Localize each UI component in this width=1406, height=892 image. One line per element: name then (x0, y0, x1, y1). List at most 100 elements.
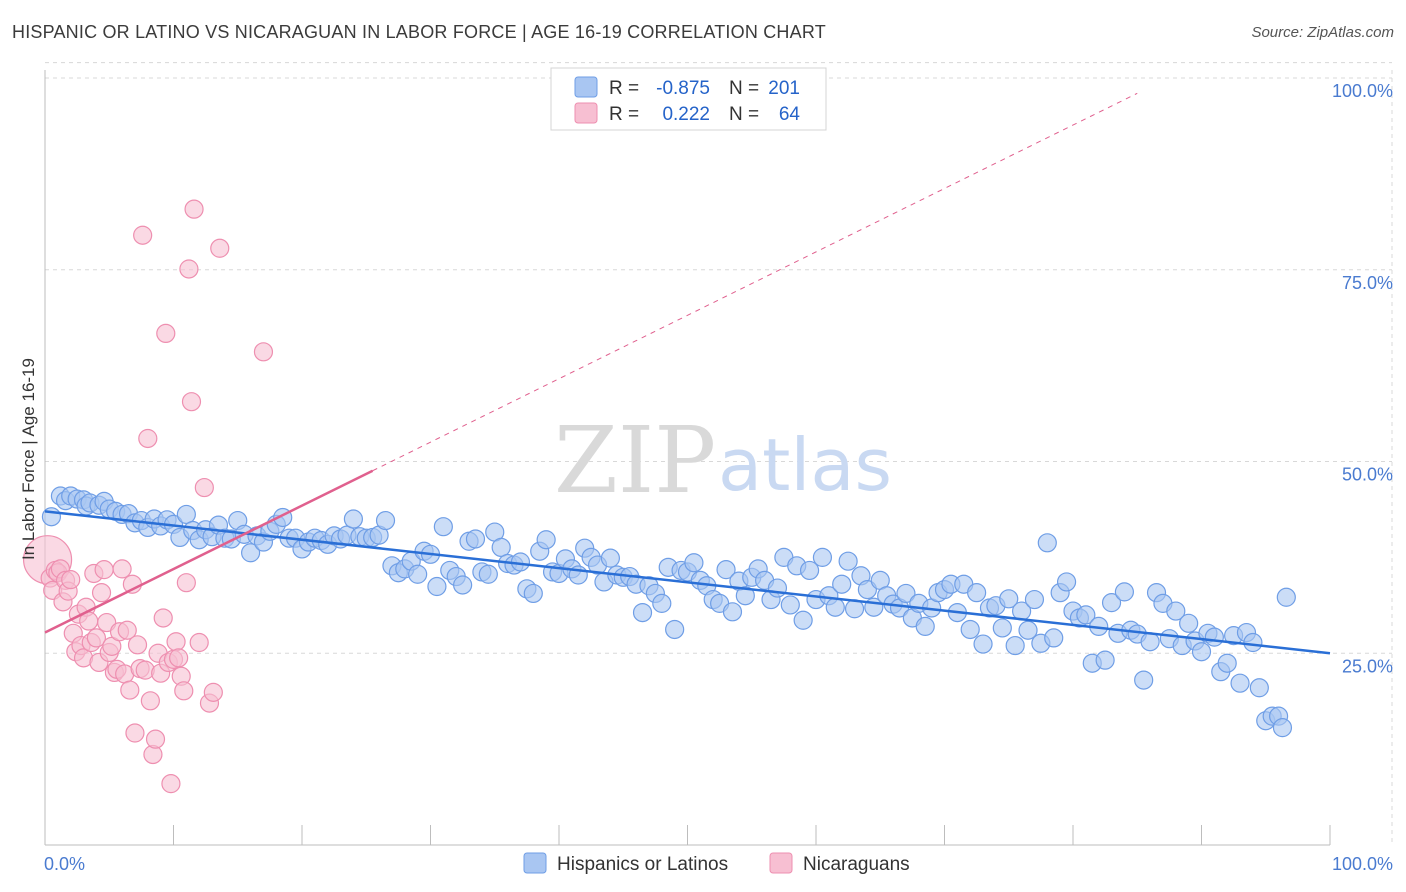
y-tick-label-0: 25.0% (1342, 656, 1393, 676)
bottom-legend: Hispanics or Latinos Nicaraguans (523, 852, 910, 875)
hispanic-point-48 (343, 509, 363, 529)
nicaraguan-point-54 (176, 573, 196, 593)
nicaraguan-point-55 (179, 259, 199, 279)
hispanic-point-76 (523, 583, 543, 604)
hispanic-point-189 (1249, 678, 1269, 698)
hispanic-point-159 (1056, 572, 1077, 592)
hispanic-point-154 (1024, 589, 1045, 610)
legend-n-value-2: 64 (779, 104, 801, 125)
hispanic-point-178 (1179, 613, 1199, 633)
hispanics-trend-line (44, 510, 1331, 655)
hispanic-point-168 (1114, 582, 1135, 602)
hispanic-point-65 (453, 575, 473, 595)
hispanic-point-78 (536, 530, 556, 550)
nicaraguan-point-19 (86, 628, 107, 648)
hispanic-point-101 (684, 553, 704, 573)
nicaraguan-point-63 (253, 342, 274, 362)
nicaraguan-point-61 (203, 682, 223, 702)
nicaraguan-point-32 (120, 680, 140, 700)
hispanic-point-61 (427, 576, 447, 597)
nicaraguan-point-21 (91, 583, 112, 603)
legend-n-value-1: 201 (768, 78, 800, 99)
hispanic-point-62 (433, 517, 453, 537)
legend-r-label-2: R = (609, 104, 639, 125)
nicaraguan-point-48 (161, 774, 181, 794)
hispanic-point-98 (665, 619, 685, 640)
hispanic-point-96 (652, 593, 672, 613)
y-tick-label-1: 50.0% (1342, 465, 1393, 485)
nicaraguan-point-53 (174, 681, 194, 701)
hispanic-point-134 (896, 583, 916, 604)
nicaraguan-point-45 (153, 608, 173, 628)
hispanic-point-32 (241, 543, 261, 563)
nicaraguan-point-40 (140, 691, 160, 711)
hispanic-point-71 (491, 537, 511, 558)
hispanic-point-180 (1191, 642, 1212, 662)
hispanic-point-58 (408, 564, 428, 584)
hispanic-point-176 (1166, 601, 1186, 621)
hispanics-points (41, 486, 1296, 738)
hispanic-point-193 (1272, 718, 1293, 738)
source-label: Source: ZipAtlas.com (1251, 24, 1394, 41)
nicaraguan-point-38 (135, 660, 155, 680)
chart-title: HISPANIC OR LATINO VS NICARAGUAN IN LABO… (12, 22, 826, 42)
legend-r-value-2: 0.222 (662, 104, 710, 125)
nicaraguan-point-59 (194, 477, 214, 498)
hispanic-point-184 (1217, 653, 1237, 673)
hispanic-point-67 (465, 529, 486, 549)
hispanic-point-172 (1140, 632, 1160, 652)
bottom-legend-swatch-hispanics (523, 852, 547, 874)
axes (44, 70, 1331, 846)
hispanic-point-166 (1101, 593, 1122, 613)
hispanic-point-156 (1037, 533, 1057, 553)
watermark-zip: ZIP (554, 407, 716, 514)
nicaraguan-point-56 (181, 392, 202, 412)
x-tick-label-0: 0.0% (44, 854, 85, 874)
hispanic-point-106 (716, 560, 736, 580)
nicaraguan-point-50 (166, 632, 186, 652)
nicaraguan-point-9 (61, 570, 81, 590)
grid-lines (45, 62, 1393, 845)
nicaraguans-trend-line (44, 469, 374, 634)
legend-n-label-1: N = (729, 78, 759, 99)
y-axis-label: In Labor Force | Age 16-19 (19, 358, 38, 560)
trend-lines (44, 92, 1331, 655)
nicaraguan-point-34 (125, 723, 145, 743)
nicaraguan-point-42 (145, 729, 166, 749)
hispanic-point-124 (832, 574, 852, 594)
hispanic-point-171 (1134, 670, 1154, 690)
hispanic-point-116 (780, 595, 800, 615)
nicaraguan-point-51 (169, 648, 189, 668)
hispanic-point-123 (825, 597, 845, 617)
bottom-legend-nicaraguans: Nicaraguans (803, 854, 910, 875)
nicaraguan-point-31 (117, 620, 137, 640)
nicaraguan-point-62 (210, 238, 230, 258)
hispanic-point-149 (992, 618, 1012, 638)
nicaraguan-point-29 (112, 559, 132, 579)
y-tick-label-2: 75.0% (1342, 273, 1393, 293)
hispanic-point-188 (1243, 632, 1263, 653)
legend-r-value-1: -0.875 (656, 78, 710, 99)
nicaraguan-point-57 (184, 199, 204, 219)
legend-n-label-2: N = (729, 104, 759, 125)
watermark-atlas: atlas (718, 423, 892, 507)
legend-swatch-hispanics (574, 76, 598, 98)
legend-box: R = -0.875 N = 201 R = 0.222 N = 64 (550, 67, 827, 131)
watermark: ZIP atlas (554, 407, 892, 514)
hispanic-point-157 (1044, 628, 1064, 648)
bottom-legend-swatch-nicaraguans (769, 852, 793, 874)
hispanic-point-22 (176, 504, 196, 525)
hispanic-point-93 (632, 602, 653, 623)
hispanic-point-146 (973, 634, 993, 654)
hispanic-point-153 (1018, 620, 1038, 640)
nicaraguan-point-35 (127, 635, 148, 655)
nicaraguan-point-22 (94, 560, 114, 580)
nicaraguan-point-37 (133, 225, 153, 245)
hispanic-point-121 (812, 547, 833, 567)
hispanic-point-107 (722, 602, 743, 622)
nicaraguan-point-39 (138, 428, 158, 449)
hispanic-point-151 (1005, 635, 1025, 656)
hispanic-point-137 (915, 616, 935, 637)
hispanic-point-69 (478, 564, 498, 584)
tick-labels: 25.0% 50.0% 75.0% 100.0% 0.0% 100.0% (44, 81, 1393, 874)
